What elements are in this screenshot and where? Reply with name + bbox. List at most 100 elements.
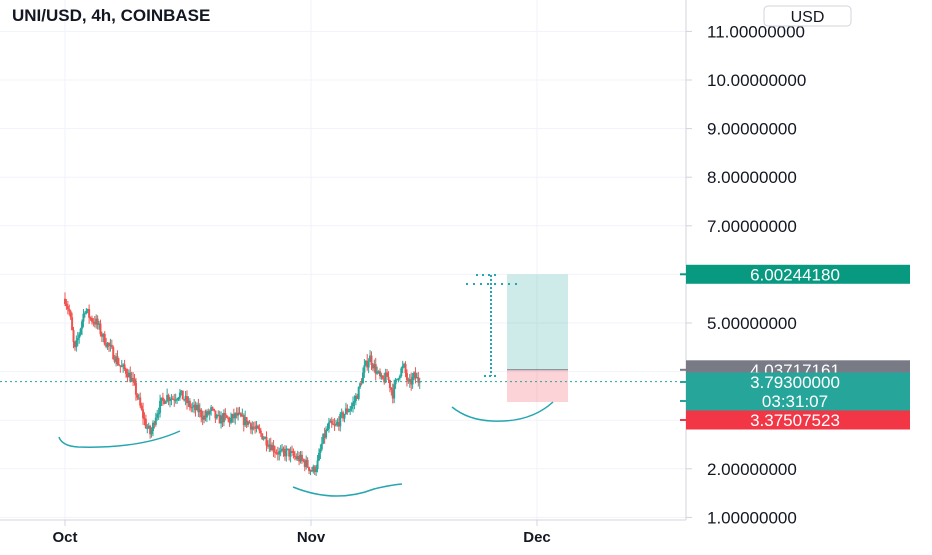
candle-body <box>339 414 342 427</box>
candle-body <box>183 399 186 401</box>
candle-body <box>414 372 417 379</box>
candles <box>64 292 421 476</box>
candle-body <box>123 364 126 370</box>
candle-body <box>232 414 235 419</box>
grid <box>0 0 686 520</box>
candle-body <box>268 444 271 447</box>
candle-body <box>227 417 230 419</box>
candle-body <box>174 399 177 401</box>
position-profit-zone[interactable] <box>507 274 568 370</box>
annotation-curve-middle[interactable] <box>292 483 403 497</box>
price-scale[interactable]: 11.00000000 10.00000000 9.00000000 8.000000… <box>685 0 806 527</box>
candle-body <box>129 372 132 382</box>
candle-body <box>403 363 406 366</box>
candle-body <box>323 433 326 438</box>
candle-body <box>259 430 262 434</box>
candle-body <box>110 344 113 348</box>
candle-body <box>191 406 194 408</box>
candle-body <box>404 363 407 374</box>
position-loss-zone[interactable] <box>507 369 568 402</box>
candle-body <box>181 390 184 400</box>
candle-body <box>83 313 86 315</box>
candle-body <box>69 311 72 318</box>
candle-body <box>344 408 347 415</box>
candle-body <box>286 448 289 450</box>
candle-body <box>255 425 258 429</box>
candle-body <box>398 376 401 379</box>
candle-body <box>102 333 105 337</box>
candle-body <box>176 399 179 401</box>
candle-body <box>289 451 292 457</box>
candle-body <box>337 422 340 427</box>
candle-body <box>79 328 82 335</box>
candle-body <box>309 470 312 472</box>
candle-body <box>242 415 245 426</box>
candle-body <box>299 454 302 462</box>
candle-body <box>374 364 377 374</box>
candle-body <box>413 372 416 377</box>
candle-body <box>163 399 166 404</box>
candle-body <box>220 415 223 424</box>
candle-body <box>262 438 265 440</box>
candle-body <box>105 344 108 347</box>
currency-button[interactable]: USD <box>763 5 852 27</box>
candle-body <box>195 404 198 411</box>
candle-body <box>157 412 160 415</box>
candle-body <box>400 368 403 377</box>
candle-body <box>90 318 93 322</box>
candle-body <box>86 309 89 311</box>
candle-body <box>235 412 238 416</box>
candle-body <box>333 424 336 426</box>
candle-body <box>265 437 268 446</box>
candle-body <box>312 466 315 472</box>
candle-body <box>306 459 309 468</box>
candle-body <box>396 378 399 380</box>
candle-body <box>76 338 79 341</box>
candle-body <box>417 377 420 383</box>
candle-body <box>170 398 173 400</box>
candle-body <box>282 448 285 451</box>
candle-body <box>103 333 106 345</box>
candle-body <box>187 400 190 404</box>
long-position-tool[interactable] <box>507 274 568 402</box>
candle-body <box>329 420 332 423</box>
price-tick-label: 2.00000000 <box>707 460 797 479</box>
candle-body <box>112 347 115 360</box>
candle-body <box>371 364 374 369</box>
candle-body <box>330 420 333 424</box>
annotation-curve-left[interactable] <box>58 430 181 448</box>
candle-body <box>308 467 311 471</box>
drawings[interactable] <box>58 274 554 497</box>
price-tick-label: 7.00000000 <box>707 217 797 236</box>
candle-body <box>415 377 418 379</box>
candle-body <box>81 321 84 329</box>
candle-body <box>75 340 78 348</box>
price-label-last-bg <box>686 372 910 392</box>
candle-body <box>96 318 99 325</box>
candle-body <box>353 401 356 403</box>
candle-body <box>248 421 251 424</box>
candle-body <box>340 412 343 415</box>
annotation-curve-right[interactable] <box>451 401 554 422</box>
candle-body <box>376 371 379 374</box>
candle-body <box>168 399 171 401</box>
candle-body <box>117 364 120 366</box>
candle-body <box>249 423 252 430</box>
candle-body <box>217 415 220 417</box>
candle-body <box>156 414 159 418</box>
candle-body <box>147 425 150 428</box>
candle-body <box>115 356 118 362</box>
candle-body <box>272 445 275 452</box>
candle-body <box>146 427 149 429</box>
candle-body <box>271 445 274 451</box>
candle-body <box>142 409 145 419</box>
candle-body <box>367 361 370 368</box>
candle-body <box>336 422 339 424</box>
time-scale[interactable]: Oct Nov Dec <box>0 519 686 546</box>
candle-body <box>359 383 362 388</box>
price-labels: 6.002441804.037171613.7930000003:31:073.… <box>680 264 910 430</box>
candle-body <box>198 409 201 413</box>
candle-body <box>230 418 233 423</box>
